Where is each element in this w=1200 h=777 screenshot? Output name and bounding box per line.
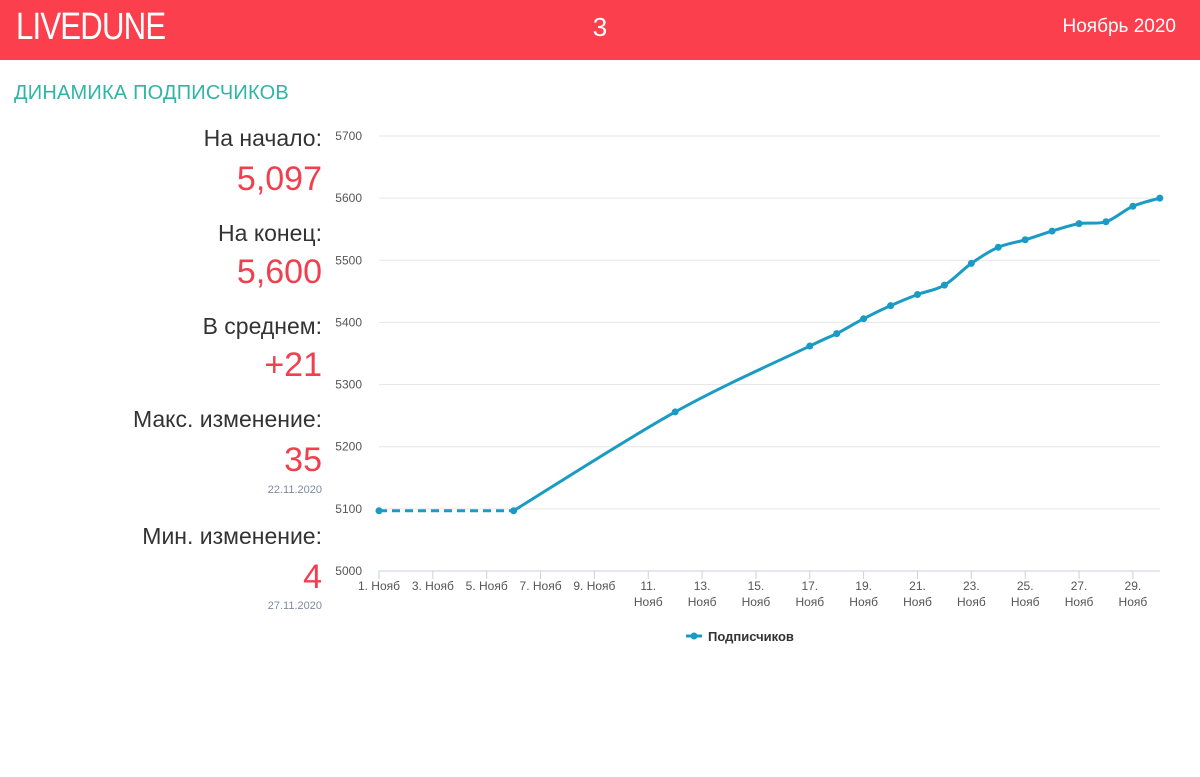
header-bar: LIVEDUNE 3 Ноябрь 2020 <box>0 0 1200 60</box>
average-label: В среднем: <box>202 313 322 339</box>
x-tick-label: 9. Нояб <box>573 579 615 593</box>
start-value: 5,097 <box>236 160 322 198</box>
x-tick-label: 27. <box>1071 579 1088 593</box>
x-tick-label: 21. <box>909 579 926 593</box>
max-change-label: Макс. изменение: <box>132 406 322 432</box>
min-change-value: 4 <box>303 558 322 596</box>
data-point <box>914 290 921 298</box>
x-tick-label: 7. Нояб <box>520 579 562 593</box>
page-number: 3 <box>592 12 608 42</box>
x-tick-label: Нояб <box>1065 595 1094 609</box>
data-point <box>1075 220 1083 228</box>
x-tick-label: 3. Нояб <box>412 579 454 593</box>
x-tick-label: 29. <box>1125 579 1142 593</box>
y-tick-label: 5300 <box>335 378 362 392</box>
y-tick-label: 5000 <box>335 564 362 578</box>
x-tick-label: Нояб <box>742 595 771 609</box>
y-tick-label: 5400 <box>335 315 362 329</box>
x-tick-label: Нояб <box>849 595 878 609</box>
x-tick-label: Нояб <box>634 595 663 609</box>
section-title: ДИНАМИКА ПОДПИСЧИКОВ <box>14 82 289 104</box>
x-tick-label: 19. <box>855 579 872 593</box>
data-point <box>1048 227 1056 235</box>
data-point <box>1102 218 1110 226</box>
legend-marker <box>690 632 698 640</box>
data-point <box>833 330 841 338</box>
logo: LIVEDUNE <box>16 6 166 48</box>
end-value: 5,600 <box>236 253 322 291</box>
data-point <box>375 507 383 515</box>
x-tick-label: 5. Нояб <box>466 579 508 593</box>
y-tick-label: 5600 <box>335 191 362 205</box>
y-tick-label: 5200 <box>335 440 362 454</box>
x-tick-label: Нояб <box>688 595 717 609</box>
data-point <box>806 342 814 350</box>
data-point <box>967 259 975 267</box>
data-point <box>860 315 868 323</box>
data-point <box>671 408 679 416</box>
data-point <box>1156 194 1164 202</box>
y-tick-label: 5100 <box>335 502 362 516</box>
x-tick-label: 23. <box>963 579 980 593</box>
x-tick-label: 13. <box>694 579 711 593</box>
data-point <box>940 281 948 289</box>
data-point <box>994 243 1002 251</box>
data-point <box>887 302 895 310</box>
max-change-date: 22.11.2020 <box>267 484 322 496</box>
x-tick-label: Нояб <box>957 595 986 609</box>
data-point <box>1129 202 1137 210</box>
legend-label: Подписчиков <box>708 629 794 644</box>
min-change-label: Мин. изменение: <box>142 523 322 549</box>
x-tick-label: Нояб <box>1011 595 1040 609</box>
start-label: На начало: <box>203 125 322 151</box>
x-tick-label: Нояб <box>903 595 932 609</box>
data-point <box>1021 236 1029 244</box>
data-point <box>510 507 518 515</box>
series-line-subscribers <box>512 196 1161 513</box>
min-change-date: 27.11.2020 <box>267 600 322 612</box>
y-tick-label: 5500 <box>335 253 362 267</box>
y-tick-label: 5700 <box>335 129 362 143</box>
x-tick-label: 15. <box>748 579 765 593</box>
x-tick-label: 25. <box>1017 579 1034 593</box>
average-value: +21 <box>264 346 322 384</box>
x-tick-label: 11. <box>640 579 656 593</box>
report-period: Ноябрь 2020 <box>1062 16 1176 37</box>
x-tick-label: 17. <box>801 579 818 593</box>
x-tick-label: Нояб <box>795 595 824 609</box>
max-change-value: 35 <box>284 441 322 479</box>
end-label: На конец: <box>218 220 322 246</box>
x-tick-label: 1. Нояб <box>358 579 400 593</box>
x-tick-label: Нояб <box>1119 595 1148 609</box>
